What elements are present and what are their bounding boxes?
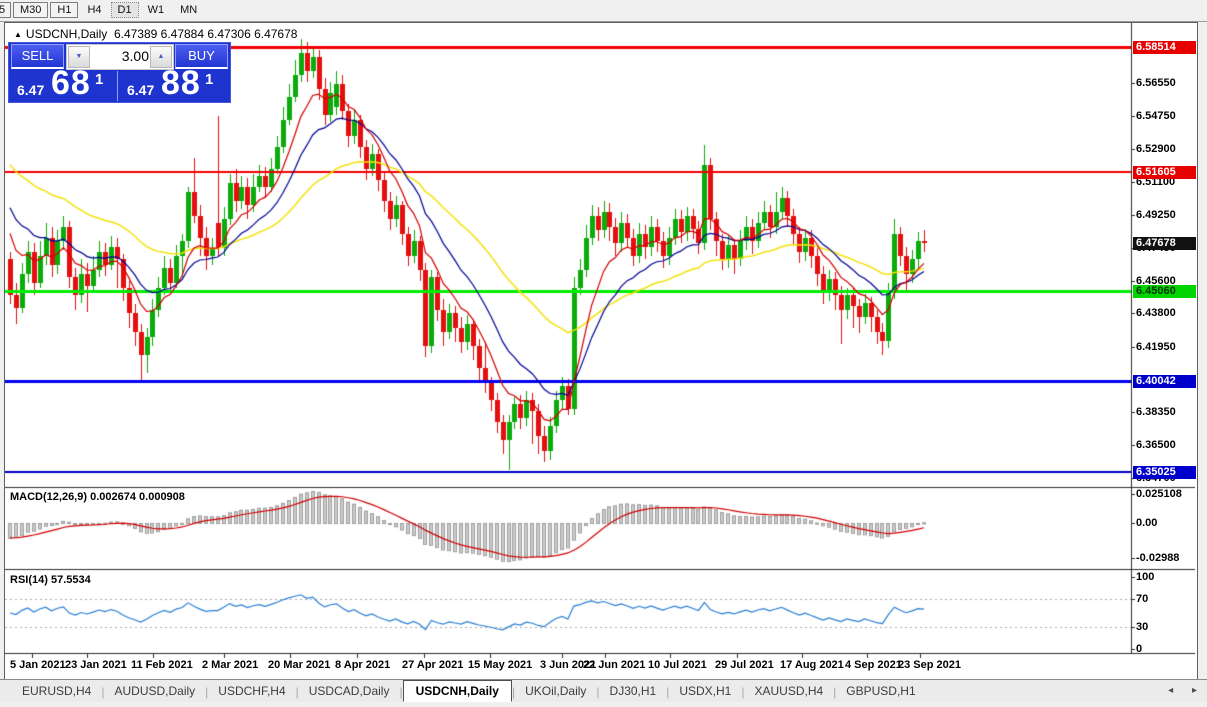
date-axis-label: 29 Jul 2021: [715, 659, 774, 671]
timeframe-button-H1[interactable]: H1: [50, 2, 79, 18]
buy-price-pip: 1: [205, 71, 214, 88]
chart-collapse-icon[interactable]: ▲: [14, 30, 22, 39]
macd-axis-label: 0.025108: [1136, 487, 1182, 500]
date-axis-label: 8 Apr 2021: [335, 659, 391, 671]
tabs-scroll-left-icon[interactable]: ◂: [1168, 685, 1174, 696]
tab-eurusd-h4[interactable]: EURUSD,H4: [22, 684, 92, 698]
date-axis-label: 3 Jun 2021: [540, 659, 597, 671]
macd-indicator-label: MACD(12,26,9) 0.002674 0.000908: [10, 491, 185, 503]
date-axis-label: 2 Mar 2021: [202, 659, 259, 671]
tab-separator: |: [399, 685, 403, 699]
tab-separator: |: [205, 685, 209, 699]
tab-usdchf-h4[interactable]: USDCHF,H4: [218, 684, 286, 698]
macd-axis-label: 0.00: [1136, 517, 1158, 529]
tab-separator: |: [511, 685, 516, 699]
timeframe-button-M30[interactable]: M30: [13, 2, 49, 18]
chart-symbol-label: USDCNH,Daily: [25, 27, 108, 41]
timeframe-button-MN[interactable]: MN: [180, 4, 198, 16]
rsi-axis-label: 100: [1136, 571, 1155, 583]
timeframe-button-5[interactable]: 5: [0, 2, 11, 18]
price-chart-canvas[interactable]: [5, 23, 1195, 677]
price-level-badge: 6.35025: [1133, 466, 1196, 480]
price-axis-label: 6.38350: [1136, 406, 1176, 419]
volume-decrease-icon[interactable]: ▼: [68, 46, 90, 68]
sell-price[interactable]: 6.47 68 1: [9, 64, 118, 102]
tab-separator: |: [666, 685, 670, 699]
price-level-badge: 6.40042: [1133, 375, 1196, 389]
date-axis-label: 23 Sep 2021: [898, 659, 961, 671]
rsi-axis-label: 70: [1136, 592, 1149, 605]
tab-separator: |: [833, 685, 837, 699]
tab-separator: |: [295, 685, 299, 699]
date-axis-label: 20 Mar 2021: [268, 659, 331, 671]
tab-gbpusd-h1[interactable]: GBPUSD,H1: [846, 684, 916, 698]
date-axis-label: 15 May 2021: [468, 659, 533, 671]
date-axis-label: 10 Jul 2021: [648, 659, 707, 671]
volume-increase-icon[interactable]: ▲: [150, 46, 172, 68]
volume-stepper: ▼ ▲: [66, 44, 174, 70]
timeframe-button-H4[interactable]: H4: [87, 4, 102, 16]
timeframe-button-D1[interactable]: D1: [110, 2, 139, 18]
price-axis-label: 6.45600: [1136, 274, 1176, 287]
macd-values: 0.002674 0.000908: [90, 491, 185, 503]
tab-usdcad-daily[interactable]: USDCAD,Daily: [308, 684, 390, 698]
date-axis-label: 11 Feb 2021: [131, 659, 193, 671]
buy-price-big: 88: [161, 64, 201, 102]
timeframe-button-W1[interactable]: W1: [147, 4, 165, 16]
tabs-scroll-right-icon[interactable]: ▸: [1191, 685, 1197, 696]
tab-separator: |: [596, 685, 600, 699]
tab-separator: |: [101, 685, 105, 699]
price-axis-label: 6.43800: [1136, 307, 1176, 320]
tab-dj30-h1[interactable]: DJ30,H1: [609, 684, 657, 698]
current-price-badge: 6.47678: [1133, 237, 1196, 251]
price-axis-label: 6.56550: [1136, 77, 1176, 89]
timeframe-toolbar: 5M30H1 H4 D1 W1 MN: [0, 0, 1207, 22]
sell-price-pip: 1: [95, 71, 104, 88]
price-level-badge: 6.51605: [1133, 166, 1196, 180]
price-level-badge: 6.58514: [1133, 41, 1196, 55]
rsi-axis-label: 30: [1136, 621, 1149, 634]
buy-price[interactable]: 6.47 88 1: [119, 64, 227, 102]
price-axis-label: 6.41950: [1136, 340, 1176, 353]
date-axis-label: 4 Sep 2021: [845, 659, 902, 671]
price-axis-label: 6.49250: [1136, 208, 1176, 221]
price-axis-label: 6.52900: [1136, 142, 1176, 155]
macd-axis-label: -0.02988: [1136, 551, 1180, 564]
chart-ohlc-values: 6.47389 6.47884 6.47306 6.47678: [113, 27, 298, 41]
sell-button[interactable]: SELL: [11, 44, 64, 69]
date-axis-label: 22 Jun 2021: [583, 659, 646, 671]
buy-price-prefix: 6.47: [127, 82, 155, 98]
tab-xauusd-h4[interactable]: XAUUSD,H4: [754, 684, 824, 698]
date-axis-label: 23 Jan 2021: [65, 659, 127, 671]
rsi-indicator-label: RSI(14) 57.5534: [10, 574, 91, 586]
sell-price-prefix: 6.47: [17, 82, 45, 98]
buy-button[interactable]: BUY: [175, 44, 228, 69]
one-click-trading-panel: SELL ▼ ▲ BUY 6.47 68 1 6.47 88 1: [8, 42, 231, 103]
rsi-value: 57.5534: [50, 574, 91, 586]
tab-separator: |: [741, 685, 745, 699]
rsi-axis-label: 0: [1136, 643, 1143, 655]
sell-price-big: 68: [51, 64, 91, 102]
chart-window: ▲ USDCNH,Daily 6.47389 6.47884 6.47306 6.…: [4, 22, 1198, 680]
date-axis-label: 5 Jan 2021: [10, 659, 66, 671]
volume-input[interactable]: [91, 46, 151, 66]
price-level-badge: 6.45060: [1133, 284, 1196, 298]
price-axis-label: 6.54750: [1136, 109, 1176, 122]
chart-title: ▲ USDCNH,Daily 6.47389 6.47884 6.47306 6.…: [14, 27, 297, 41]
tab-audusd-daily[interactable]: AUDUSD,Daily: [114, 684, 196, 698]
tab-usdcnh-daily[interactable]: USDCNH,Daily: [402, 680, 512, 702]
tab-ukoil-daily[interactable]: UKOil,Daily: [525, 684, 587, 698]
date-axis-label: 17 Aug 2021: [780, 659, 844, 671]
tab-usdx-h1[interactable]: USDX,H1: [679, 684, 732, 698]
chart-tabs-bar: EURUSD,H4 | AUDUSD,Daily | USDCHF,H4 | USDCAD,…: [0, 679, 1207, 702]
date-axis-label: 27 Apr 2021: [402, 659, 464, 671]
price-axis-label: 6.36500: [1136, 439, 1176, 452]
